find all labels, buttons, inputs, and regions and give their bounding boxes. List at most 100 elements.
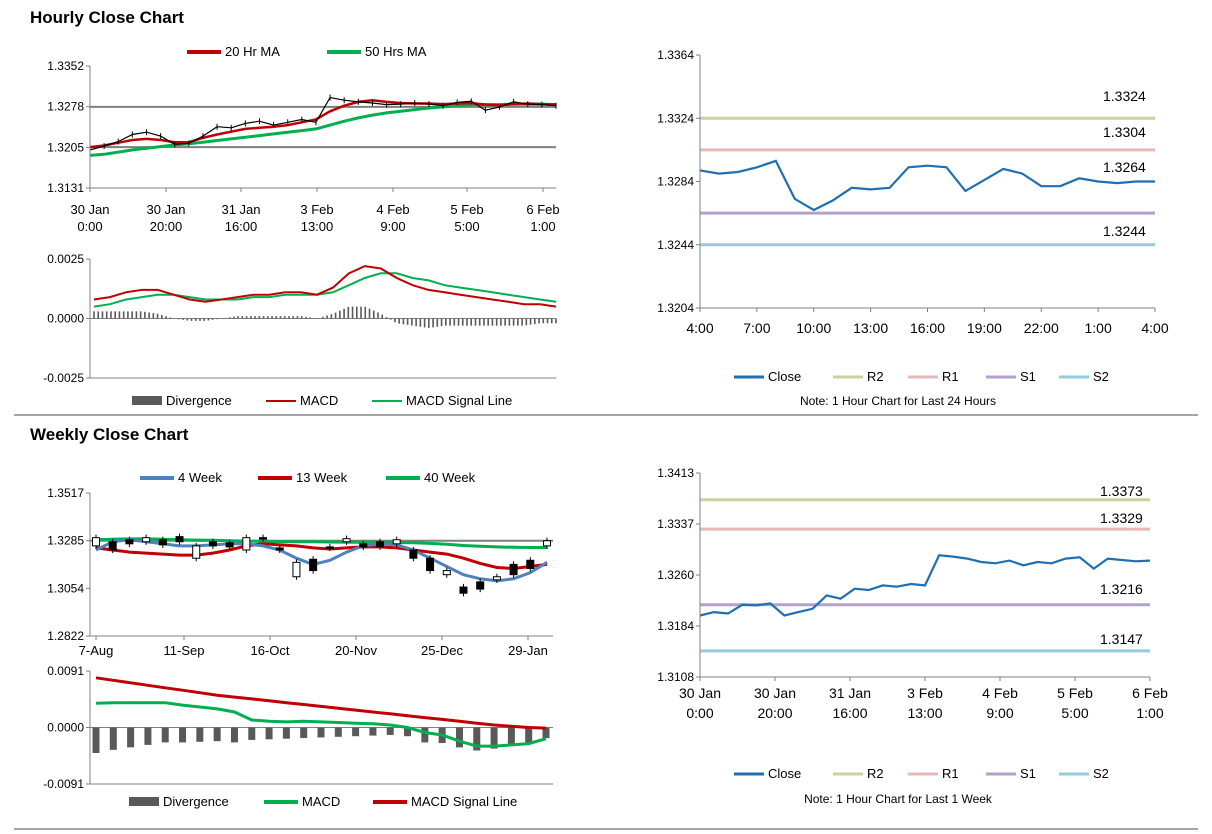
- hourly-levels-legend-r2-label: R2: [867, 369, 884, 384]
- weekly-divergence-bar: [421, 727, 429, 743]
- weekly-divergence-bar: [92, 727, 100, 753]
- weekly-divergence-bar: [248, 727, 256, 740]
- weekly-legend-divergence-swatch: [129, 797, 159, 806]
- hourly-levels-level-label: 1.3324: [1103, 88, 1146, 104]
- weekly-levels-xtick-label: 9:00: [986, 705, 1013, 721]
- weekly-divergence-bar: [127, 727, 135, 748]
- weekly-levels-xtick-label: 30 Jan: [679, 685, 721, 701]
- weekly-candle-body: [526, 559, 535, 570]
- weekly-candle-body: [309, 558, 318, 572]
- weekly-w13-line: [95, 542, 548, 571]
- hourly-macd-line: [93, 265, 557, 308]
- hourly-legend-divergence-swatch: [132, 396, 162, 405]
- hourly-price-xtick-label: 1:00: [530, 219, 555, 234]
- hourly-levels-xtick-label: 7:00: [743, 320, 770, 336]
- weekly-legend-signal-label: MACD Signal Line: [411, 794, 517, 809]
- hourly-macd-ytick-label: 0.0000: [47, 312, 84, 326]
- hourly-levels-legend-s2-label: S2: [1093, 369, 1109, 384]
- weekly-divergence-bar: [473, 727, 481, 751]
- weekly-candle-body: [275, 547, 284, 551]
- weekly-price-xtick-label: 11-Sep: [164, 643, 205, 658]
- weekly-levels-ytick-label: 1.3108: [657, 670, 694, 684]
- weekly-levels-ytick-label: 1.3337: [657, 517, 694, 531]
- weekly-legend-4week-label: 4 Week: [178, 470, 222, 485]
- hourly-price-line: [89, 96, 557, 151]
- hourly-legend-divergence-label: Divergence: [166, 393, 232, 408]
- weekly-candle-body: [359, 543, 368, 548]
- weekly-divergence-bar: [213, 727, 221, 742]
- hourly-price-xtick-label: 5 Feb: [450, 202, 483, 217]
- hourly-price-ytick-label: 1.3205: [47, 140, 84, 154]
- weekly-divergence-bar: [265, 727, 273, 740]
- weekly-candle-body: [476, 581, 485, 590]
- weekly-divergence-bar: [455, 727, 463, 748]
- weekly-divergence-bar: [282, 727, 290, 739]
- weekly-candle-body: [375, 541, 384, 548]
- weekly-divergence-bar: [334, 727, 342, 737]
- hourly-levels-ytick-label: 1.3284: [657, 175, 694, 189]
- weekly-levels-xtick-label: 3 Feb: [907, 685, 943, 701]
- weekly-levels-legend-r1-label: R1: [942, 766, 959, 781]
- weekly-candle-body: [325, 546, 334, 549]
- weekly-levels-legend-s1-label: S1: [1020, 766, 1036, 781]
- weekly-candle-body: [459, 586, 468, 594]
- weekly-levels-level-label: 1.3216: [1100, 581, 1143, 597]
- hourly-price-xtick-label: 20:00: [150, 219, 183, 234]
- weekly-divergence-bar: [317, 727, 325, 738]
- weekly-legend-13week-label: 13 Week: [296, 470, 348, 485]
- weekly-levels-close-line: [699, 554, 1151, 617]
- hourly-legend-signal-label: MACD Signal Line: [406, 393, 512, 408]
- hourly-price-xtick-label: 13:00: [301, 219, 334, 234]
- weekly-levels-note: Note: 1 Hour Chart for Last 1 Week: [804, 792, 993, 806]
- hourly-levels-level-label: 1.3264: [1103, 159, 1146, 175]
- hourly-legend-ma20-label: 20 Hr MA: [225, 44, 280, 59]
- hourly-ma20-line: [89, 98, 557, 149]
- section-divider: [14, 414, 1198, 416]
- weekly-legend-macd-label: MACD: [302, 794, 340, 809]
- hourly-price-xtick-label: 31 Jan: [221, 202, 260, 217]
- weekly-legend-40week-label: 40 Week: [424, 470, 476, 485]
- hourly-price-xtick-label: 3 Feb: [300, 202, 333, 217]
- hourly-levels-note: Note: 1 Hour Chart for Last 24 Hours: [800, 394, 996, 408]
- weekly-price-xtick-label: 20-Nov: [335, 643, 377, 658]
- weekly-macd-ytick-label: 0.0091: [47, 664, 84, 678]
- weekly-candle-body: [259, 537, 268, 540]
- weekly-levels-ytick-label: 1.3184: [657, 619, 694, 633]
- weekly-candle-body: [492, 576, 501, 581]
- weekly-levels-xtick-label: 20:00: [757, 705, 792, 721]
- weekly-levels-legend-r2-label: R2: [867, 766, 884, 781]
- weekly-candle-body: [409, 549, 418, 559]
- hourly-levels-legend-s1-label: S1: [1020, 369, 1036, 384]
- hourly-price-xtick-label: 0:00: [77, 219, 102, 234]
- weekly-macd-ytick-label: 0.0000: [47, 721, 84, 735]
- hourly-price-ytick-label: 1.3131: [47, 181, 84, 195]
- weekly-divergence-bar: [404, 727, 412, 737]
- weekly-price-xtick-label: 25-Dec: [421, 643, 463, 658]
- weekly-levels-level-label: 1.3329: [1100, 510, 1143, 526]
- weekly-levels-ytick-label: 1.3260: [657, 568, 694, 582]
- hourly-price-ytick-label: 1.3278: [47, 100, 84, 114]
- hourly-macd-ytick-label: 0.0025: [47, 252, 84, 266]
- hourly-levels-xtick-label: 1:00: [1085, 320, 1112, 336]
- weekly-candle-body: [125, 539, 134, 545]
- weekly-levels-xtick-label: 31 Jan: [829, 685, 871, 701]
- weekly-candle-body: [225, 542, 234, 548]
- weekly-price-ytick-label: 1.3517: [47, 486, 84, 500]
- weekly-divergence-bar: [386, 727, 394, 735]
- weekly-candle-body: [543, 540, 551, 547]
- hourly-legend-ma50-label: 50 Hrs MA: [365, 44, 427, 59]
- weekly-divergence-bar: [352, 727, 360, 737]
- weekly-price-ytick-label: 1.3285: [47, 534, 84, 548]
- hourly-price-xtick-label: 16:00: [225, 219, 258, 234]
- hourly-price-xtick-label: 6 Feb: [526, 202, 559, 217]
- weekly-divergence-bar: [144, 727, 152, 745]
- weekly-candle-body: [342, 538, 351, 543]
- weekly-w40-line: [95, 537, 547, 549]
- weekly-candle-body: [142, 537, 151, 543]
- bottom-divider: [14, 828, 1198, 830]
- hourly-levels-legend-close-label: Close: [768, 369, 801, 384]
- weekly-legend-divergence-label: Divergence: [163, 794, 229, 809]
- weekly-macd-ytick-label: -0.0091: [43, 777, 84, 791]
- hourly-levels-xtick-label: 4:00: [1141, 320, 1168, 336]
